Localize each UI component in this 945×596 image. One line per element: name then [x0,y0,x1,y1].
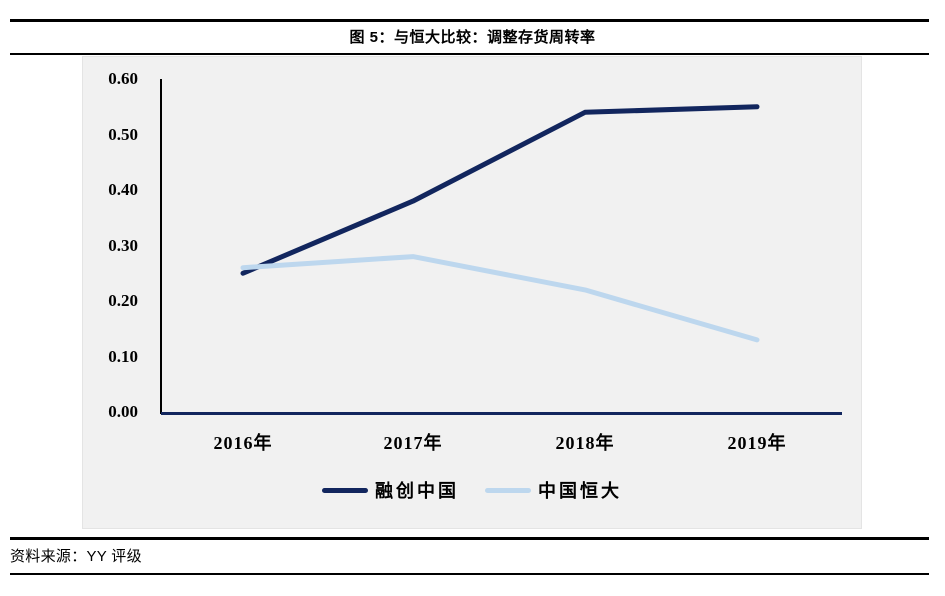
top-rule [10,19,929,22]
y-tick-label: 0.10 [108,346,138,366]
legend-label: 中国恒大 [538,481,622,501]
x-category-label: 2017年 [383,433,443,453]
legend-swatch-icon [485,487,531,493]
bottom-rule [10,573,929,575]
y-tick-label: 0.00 [108,402,138,421]
legend-item-1: 中国恒大 [485,477,622,503]
source-note: 资料来源：YY 评级 [10,548,142,565]
y-tick-label: 0.60 [108,69,138,88]
source-top-rule [10,537,929,540]
figure-title: 图 5：与恒大比较：调整存货周转率 [349,29,596,46]
legend-label: 融创中国 [375,481,459,501]
legend-item-0: 融创中国 [322,477,459,503]
x-category-label: 2018年 [555,433,615,453]
y-tick-label: 0.40 [108,180,138,199]
legend-swatch-icon [322,487,368,493]
series-line-1 [240,254,760,343]
chart-plot-area: 0.00 0.10 0.20 0.30 0.40 0.50 0.60 2016年 2017年 2… [82,56,862,529]
x-category-label: 2019年 [727,433,787,453]
series-line-0 [240,104,760,276]
chart-legend: 融创中国 中国恒大 [83,477,861,503]
x-category-label: 2016年 [213,433,273,453]
y-tick-label: 0.30 [108,235,138,255]
y-tick-label: 0.50 [108,124,138,144]
y-tick-label: 0.20 [108,291,138,310]
line-chart-svg [160,79,842,415]
title-underline-rule [10,53,929,55]
